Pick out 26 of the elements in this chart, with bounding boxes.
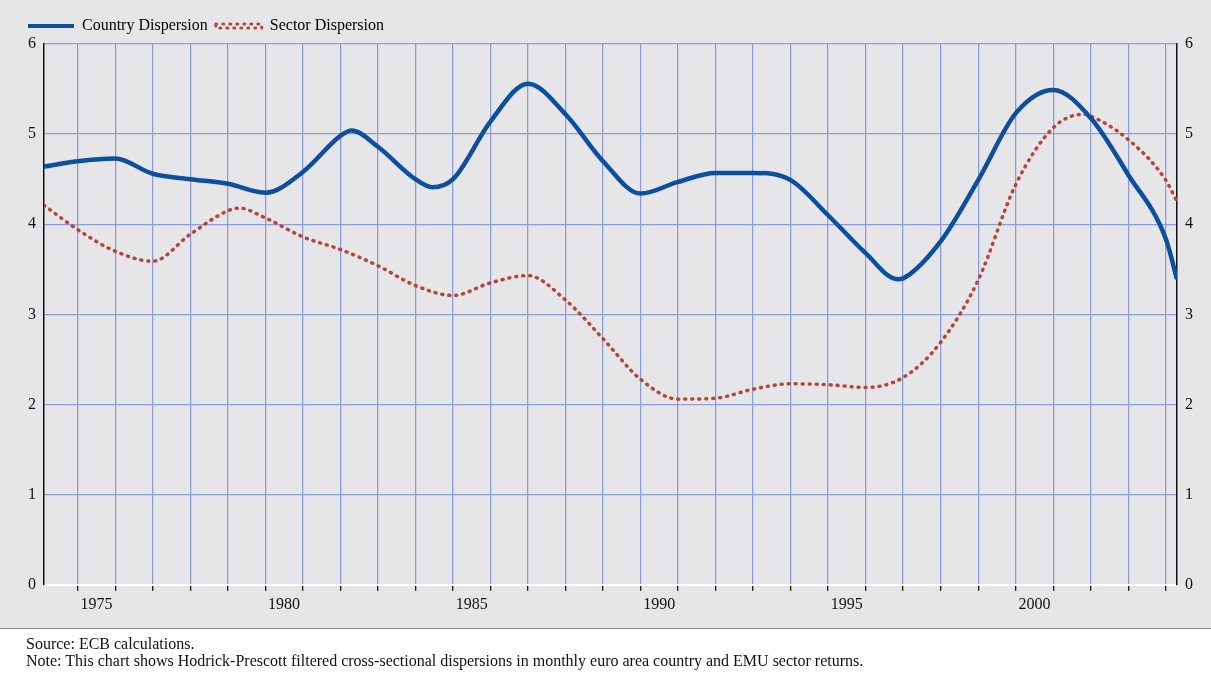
y2-tick-label: 2 xyxy=(1185,394,1193,412)
y-tick-label: 5 xyxy=(28,124,36,142)
x-tick-label: 2000 xyxy=(1018,594,1051,612)
x-tick-label: 1995 xyxy=(830,594,863,612)
x-tick-label: 1990 xyxy=(643,594,676,612)
y-tick-label: 3 xyxy=(28,304,36,322)
line-series xyxy=(44,81,1177,282)
legend-label: Sector Dispersion xyxy=(269,16,384,35)
text: Note: This chart shows Hodrick-Prescott filtered cross-sectional dispersions in monthly euro area country and EMU sector returns. xyxy=(26,652,865,669)
line-series xyxy=(44,112,1177,401)
y-tick-label: 6 xyxy=(28,34,36,52)
y2-tick-label: 0 xyxy=(1185,575,1193,592)
y-tick-label: 0 xyxy=(28,575,36,592)
y2-tick-label: 1 xyxy=(1185,484,1193,502)
y-tick-label: 2 xyxy=(28,394,36,412)
y-tick-label: 4 xyxy=(28,214,36,232)
x-tick-label: 1985 xyxy=(455,594,488,612)
y2-tick-label: 3 xyxy=(1185,304,1193,322)
y2-tick-label: 4 xyxy=(1185,214,1193,232)
legend-label: Country Dispersion xyxy=(82,16,208,35)
y-tick-label: 1 xyxy=(28,484,36,502)
y2-tick-label: 5 xyxy=(1185,124,1193,142)
source-note: Source: ECB calculations. xyxy=(26,635,196,652)
x-tick-label: 1980 xyxy=(268,594,301,612)
y2-tick-label: 6 xyxy=(1185,34,1193,52)
x-tick-label: 1975 xyxy=(80,594,113,612)
